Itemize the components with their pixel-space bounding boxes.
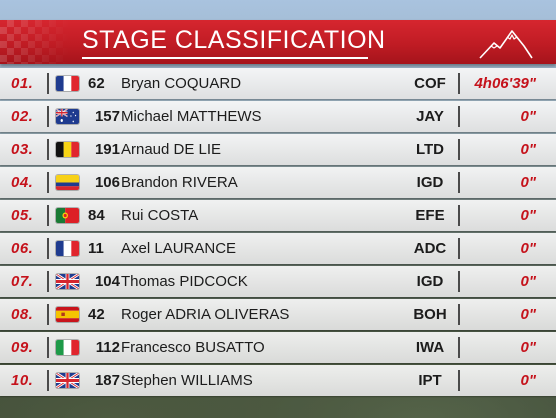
bib-number: 42 [88, 306, 105, 323]
team-code: LTD [415, 141, 445, 158]
divider [47, 205, 49, 226]
team-code: IPT [418, 372, 442, 389]
divider [47, 304, 49, 325]
divider [458, 238, 460, 259]
team-code: IGD [416, 273, 444, 290]
position-label: 05. [11, 207, 34, 224]
spain-flag-icon [56, 307, 79, 322]
team-code: JAY [416, 108, 444, 125]
position-label: 07. [11, 273, 34, 290]
rider-name: Brandon RIVERA [121, 174, 238, 191]
bib-number: 11 [88, 240, 104, 257]
time-gap: 0" [520, 339, 536, 356]
divider [47, 73, 49, 94]
rider-name: Francesco BUSATTO [121, 339, 265, 356]
position-label: 04. [11, 174, 34, 191]
colombia-flag-icon [56, 175, 79, 190]
bib-number: 157 [94, 108, 120, 125]
time-gap: 0" [520, 141, 536, 158]
table-row[interactable]: 10. 187 Stephen WILLIAMS IPT 0" [0, 365, 556, 396]
time-gap: 0" [520, 108, 536, 125]
rider-name: Michael MATTHEWS [121, 108, 262, 125]
table-row[interactable]: 02. 157 Michael MATTHEWS JAY 0" [0, 101, 556, 132]
australia-flag-icon [56, 109, 79, 124]
table-row[interactable]: 04. 106 Brandon RIVERA IGD 0" [0, 167, 556, 198]
stage-classification-header: STAGE CLASSIFICATION [0, 20, 556, 64]
header-underline [82, 57, 368, 59]
team-code: COF [414, 75, 446, 92]
mountain-peaks-icon [479, 30, 533, 59]
divider [47, 172, 49, 193]
position-label: 09. [11, 339, 34, 356]
divider [47, 106, 49, 127]
rider-name: Axel LAURANCE [121, 240, 237, 257]
france-flag-icon [56, 241, 79, 256]
divider [458, 73, 460, 94]
bib-number: 84 [88, 207, 105, 224]
bib-number: 187 [94, 372, 120, 389]
table-row[interactable]: 09. 112 Francesco BUSATTO IWA 0" [0, 332, 556, 363]
rider-name: Arnaud DE LIE [121, 141, 222, 158]
table-row[interactable]: 06. 11 Axel LAURANCE ADC 0" [0, 233, 556, 264]
divider [458, 370, 460, 391]
united-kingdom-flag-icon [56, 373, 79, 388]
portugal-flag-icon [56, 208, 79, 223]
header-title: STAGE CLASSIFICATION [82, 26, 386, 54]
position-label: 03. [11, 141, 34, 158]
position-label: 08. [11, 306, 34, 323]
time-gap: 0" [520, 273, 536, 290]
divider [47, 337, 49, 358]
time-gap: 0" [520, 207, 536, 224]
position-label: 10. [11, 372, 34, 389]
divider [47, 238, 49, 259]
position-label: 02. [11, 108, 34, 125]
position-label: 01. [11, 75, 34, 92]
divider [47, 271, 49, 292]
table-row[interactable]: 01. 62 Bryan COQUARD COF 4h06'39" [0, 68, 556, 99]
team-code: IGD [416, 174, 444, 191]
divider [458, 271, 460, 292]
united-kingdom-flag-icon [56, 274, 79, 289]
team-code: ADC [413, 240, 447, 257]
divider [458, 304, 460, 325]
divider [458, 139, 460, 160]
france-flag-icon [56, 76, 79, 91]
bib-number: 104 [94, 273, 120, 290]
table-row[interactable]: 08. 42 Roger ADRIA OLIVERAS BOH 0" [0, 299, 556, 330]
table-row[interactable]: 03. 191 Arnaud DE LIE LTD 0" [0, 134, 556, 165]
time-gap: 0" [520, 174, 536, 191]
time-gap: 0" [520, 372, 536, 389]
belgium-flag-icon [56, 142, 79, 157]
time-gap: 0" [520, 240, 536, 257]
team-code: IWA [415, 339, 445, 356]
bib-number: 112 [95, 339, 120, 356]
rider-name: Bryan COQUARD [121, 75, 242, 92]
rider-name: Roger ADRIA OLIVERAS [121, 306, 290, 323]
rider-name: Stephen WILLIAMS [121, 372, 253, 389]
time-gap: 0" [520, 306, 536, 323]
divider [458, 337, 460, 358]
bib-number: 62 [88, 75, 105, 92]
bib-number: 106 [94, 174, 120, 191]
position-label: 06. [11, 240, 34, 257]
time-gap: 4h06'39" [474, 75, 536, 92]
rider-name: Rui COSTA [121, 207, 199, 224]
divider [458, 205, 460, 226]
table-row[interactable]: 07. 104 Thomas PIDCOCK IGD 0" [0, 266, 556, 297]
team-code: EFE [415, 207, 445, 224]
bib-number: 191 [94, 141, 120, 158]
team-code: BOH [413, 306, 447, 323]
divider [458, 106, 460, 127]
divider [458, 172, 460, 193]
table-row[interactable]: 05. 84 Rui COSTA EFE 0" [0, 200, 556, 231]
italy-flag-icon [56, 340, 79, 355]
divider [47, 370, 49, 391]
divider [47, 139, 49, 160]
rider-name: Thomas PIDCOCK [121, 273, 248, 290]
checkered-pattern [0, 20, 70, 64]
